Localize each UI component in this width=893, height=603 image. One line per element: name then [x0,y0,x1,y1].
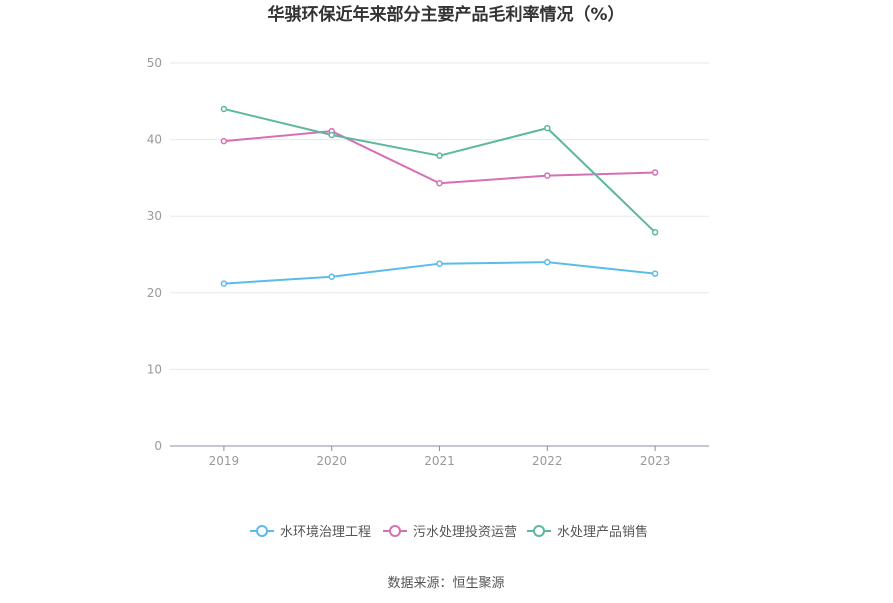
data-point[interactable] [436,152,443,159]
legend-item[interactable]: 水环境治理工程 [250,525,371,540]
chart-title: 华骐环保近年来部分主要产品毛利率情况（%） [267,4,624,25]
data-point[interactable] [328,131,335,139]
source-note: 数据来源：恒生聚源 [387,576,504,591]
x-tick-label: 2020 [316,454,347,468]
data-point[interactable] [544,124,551,132]
y-tick-label: 10 [147,362,162,376]
legend-item[interactable]: 水处理产品销售 [527,524,648,540]
y-tick-label: 40 [147,133,162,147]
data-point[interactable] [544,258,551,266]
x-tick-label: 2023 [640,454,671,468]
grid-lines [170,62,709,370]
data-point[interactable] [651,270,659,277]
x-axis: 2019 2020 2021 2022 2023 [209,446,671,468]
legend-item[interactable]: 污水处理投资运营 [383,524,517,540]
legend-circle-marker [389,525,401,537]
legend-circle-marker [533,525,545,537]
x-tick-label: 2021 [424,454,455,468]
legend-label: 水处理产品销售 [557,524,648,540]
data-point[interactable] [220,137,228,145]
legend: 水环境治理工程 污水处理投资运营 水处理产品销售 [250,524,648,540]
data-point[interactable] [328,273,335,280]
series-line [223,107,656,234]
series-3 [220,105,659,236]
y-tick-label: 30 [147,209,162,223]
legend-label: 污水处理投资运营 [413,524,517,540]
y-tick-label: 50 [147,56,162,70]
series-group [220,105,659,287]
x-tick-label: 2022 [532,454,563,468]
series-1 [220,258,659,287]
data-point[interactable] [436,260,443,267]
legend-label: 水环境治理工程 [280,525,371,540]
data-point[interactable] [220,280,228,287]
legend-circle-marker [256,525,268,537]
data-point[interactable] [436,180,443,187]
data-point[interactable] [651,229,659,236]
y-axis: 0 10 20 30 40 50 [147,56,162,453]
data-point[interactable] [220,105,228,113]
y-tick-label: 0 [154,439,162,453]
data-point[interactable] [544,172,551,179]
data-point[interactable] [651,169,659,176]
y-tick-label: 20 [147,286,162,300]
x-tick-label: 2019 [209,454,240,468]
